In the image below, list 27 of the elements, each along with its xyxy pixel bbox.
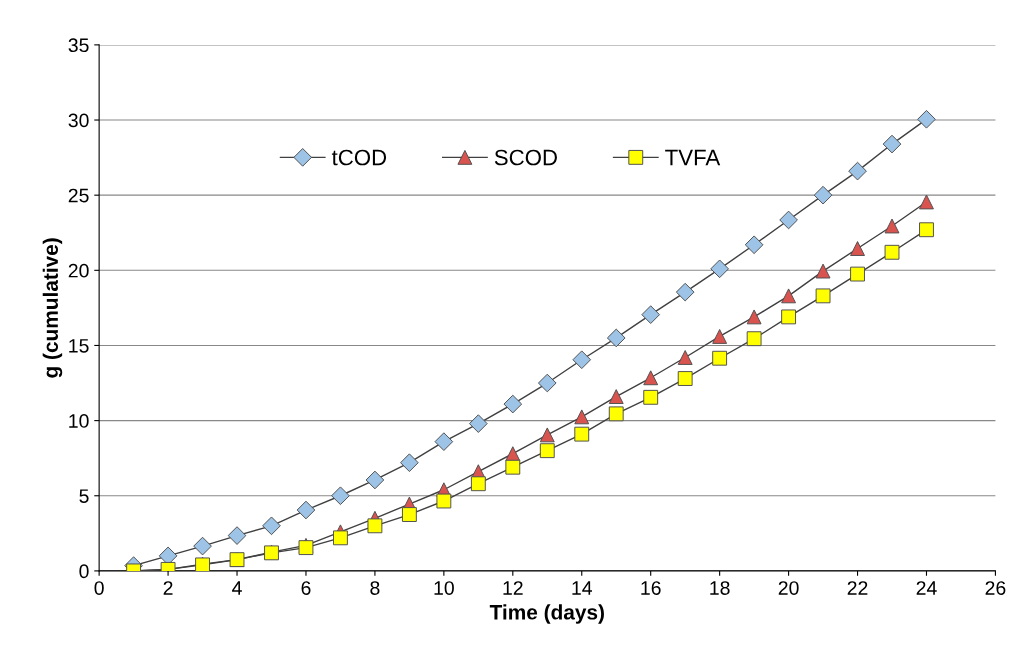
y-tick-label: 25 (68, 188, 89, 203)
x-tick-label: 14 (572, 581, 592, 595)
x-tick-label: 24 (916, 581, 937, 595)
x-tick-label: 0 (94, 581, 104, 595)
x-tick-label: 12 (503, 581, 523, 595)
x-axis-title: Time (days) (489, 604, 604, 624)
x-tick-label: 8 (370, 581, 380, 595)
y-tick-label: 10 (69, 414, 89, 428)
y-tick-label: 35 (68, 38, 89, 53)
y-tick-label: 30 (68, 113, 89, 128)
y-tick-label: 0 (79, 564, 89, 579)
x-tick-label: 4 (232, 581, 242, 595)
x-tick-label: 18 (710, 581, 730, 595)
y-tick-label: 5 (79, 489, 89, 503)
y-tick-label: 20 (68, 263, 89, 278)
x-tick-label: 16 (641, 581, 661, 595)
x-tick-label: 6 (301, 581, 311, 595)
x-tick-label: 26 (985, 581, 1006, 595)
x-tick-label: 10 (434, 581, 454, 595)
x-tick-label: 22 (847, 581, 868, 595)
legend-label: SCOD (494, 149, 557, 166)
y-tick-label: 15 (69, 339, 89, 353)
y-axis-title: g (cumulative) (42, 238, 63, 378)
x-tick-label: 20 (778, 581, 799, 595)
legend-label: tCOD (331, 149, 387, 166)
legend-label: TVFA (665, 149, 721, 166)
x-tick-label: 2 (163, 581, 173, 595)
